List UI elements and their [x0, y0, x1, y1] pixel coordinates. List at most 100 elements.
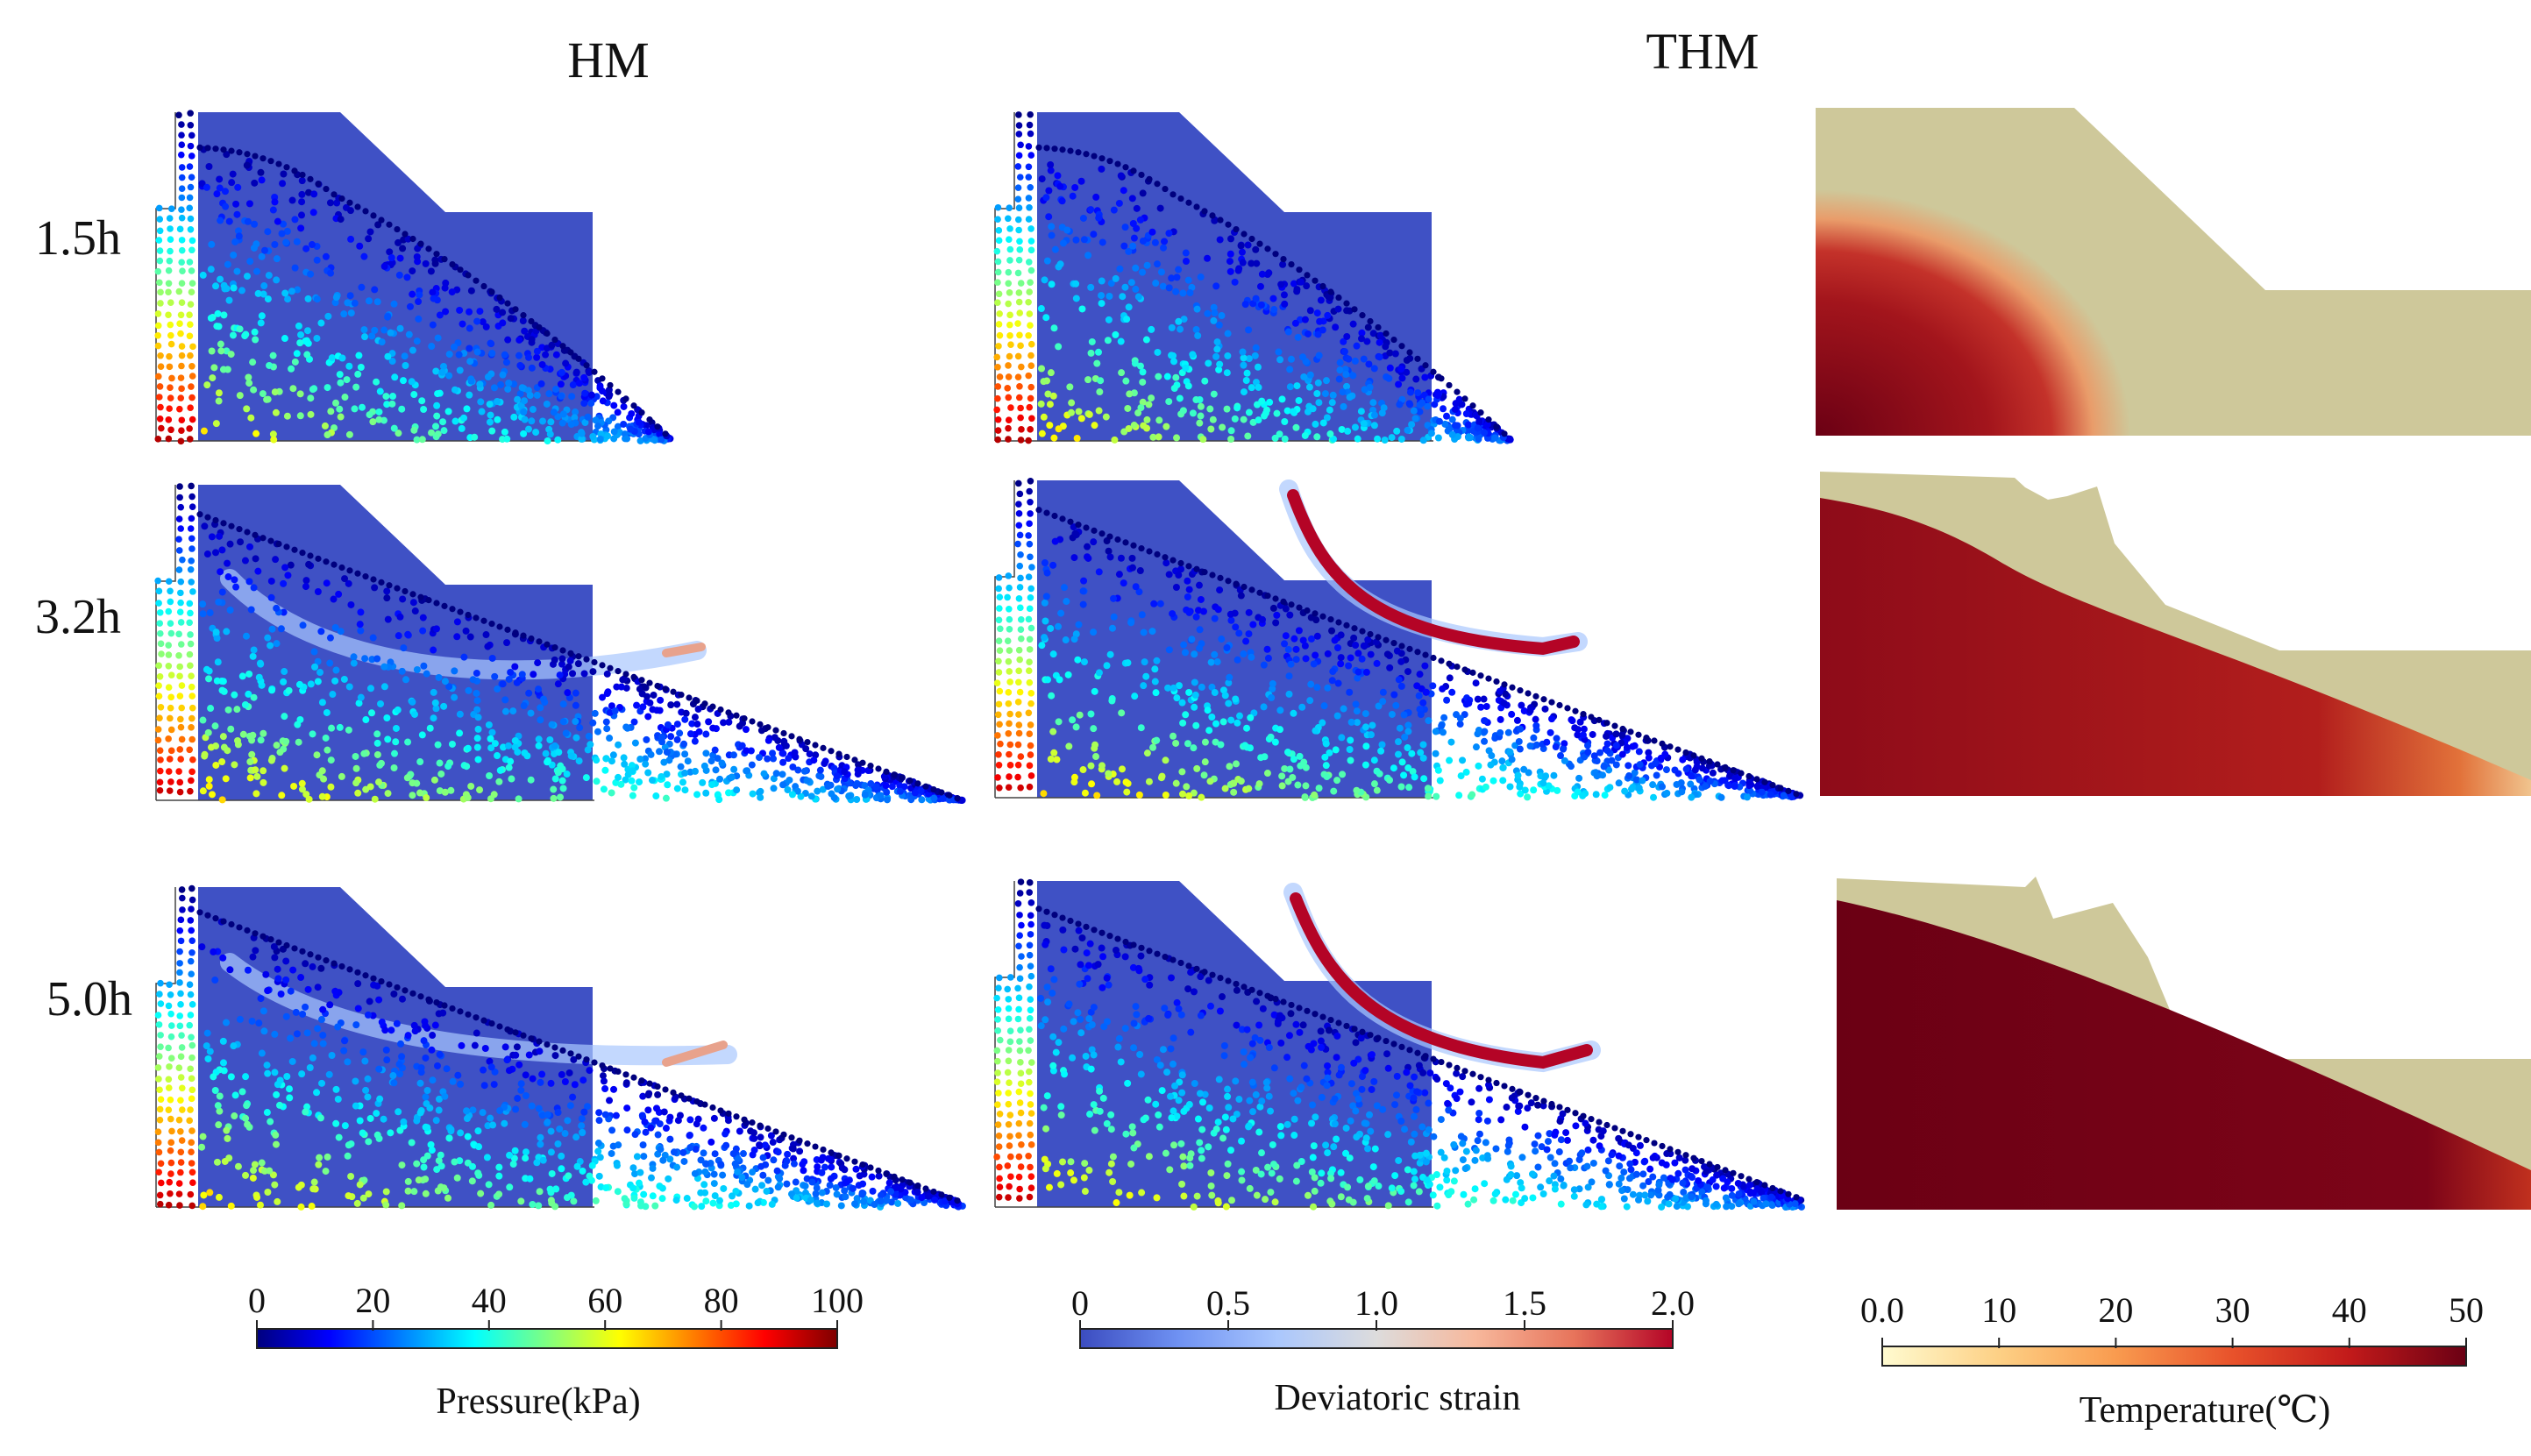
- water-particle: [1025, 216, 1033, 223]
- water-particle: [445, 372, 453, 380]
- water-particle: [188, 558, 195, 565]
- water-particle: [1026, 310, 1034, 317]
- water-front-particle: [283, 543, 290, 550]
- water-particle: [1284, 645, 1292, 653]
- water-particle: [1207, 658, 1215, 666]
- water-particle: [484, 643, 492, 650]
- water-front-particle: [859, 1161, 866, 1168]
- water-particle: [1067, 408, 1075, 416]
- water-front-particle: [804, 1140, 811, 1147]
- water-particle: [1198, 793, 1205, 801]
- water-particle: [332, 294, 340, 302]
- water-particle: [1691, 766, 1699, 774]
- water-particle: [1462, 768, 1470, 776]
- water-particle: [207, 705, 215, 713]
- water-particle: [552, 1185, 560, 1193]
- water-particle: [215, 397, 223, 405]
- water-particle: [1370, 780, 1378, 788]
- water-particle: [633, 701, 641, 709]
- water-particle: [1320, 702, 1328, 710]
- water-front-particle: [212, 516, 219, 524]
- water-particle: [177, 1159, 185, 1166]
- water-particle: [293, 238, 301, 245]
- water-front-particle: [551, 336, 558, 344]
- water-particle: [280, 608, 288, 616]
- water-particle: [1007, 404, 1014, 411]
- water-particle: [584, 746, 592, 754]
- water-particle: [314, 1025, 322, 1033]
- water-particle: [1208, 713, 1216, 721]
- water-front-particle: [1343, 621, 1350, 629]
- water-particle: [764, 755, 771, 763]
- water-particle: [357, 693, 365, 701]
- water-front-particle: [504, 626, 511, 633]
- water-particle: [1612, 742, 1620, 749]
- water-particle: [263, 1109, 271, 1117]
- water-front-particle: [1335, 294, 1342, 302]
- water-particle: [382, 1188, 390, 1196]
- water-particle: [167, 629, 175, 637]
- water-particle: [199, 787, 207, 795]
- water-particle: [154, 736, 162, 744]
- water-particle: [679, 778, 686, 786]
- water-particle: [719, 1171, 727, 1179]
- water-particle: [1381, 437, 1389, 444]
- water-particle: [636, 437, 644, 444]
- water-particle: [514, 395, 522, 403]
- water-particle: [574, 660, 582, 668]
- water-particle: [610, 401, 618, 409]
- water-particle: [356, 242, 364, 250]
- water-particle: [640, 1153, 648, 1161]
- water-particle: [471, 433, 479, 441]
- water-particle: [467, 287, 475, 295]
- water-particle: [1321, 753, 1329, 761]
- water-particle: [473, 317, 481, 325]
- water-particle: [1069, 192, 1077, 200]
- water-particle: [242, 632, 250, 640]
- water-particle: [271, 954, 279, 962]
- water-particle: [252, 947, 259, 955]
- water-particle: [1006, 668, 1013, 675]
- water-particle: [601, 1111, 609, 1119]
- water-particle: [1094, 348, 1102, 356]
- water-particle: [366, 685, 374, 692]
- water-particle: [599, 1072, 607, 1080]
- water-particle: [308, 241, 316, 249]
- water-particle: [157, 1043, 164, 1050]
- water-particle: [1545, 782, 1553, 790]
- water-particle: [1321, 390, 1329, 398]
- water-front-particle: [1051, 146, 1058, 153]
- water-particle: [1199, 436, 1207, 444]
- water-particle: [1162, 559, 1170, 567]
- water-particle: [375, 1065, 383, 1073]
- water-particle: [1300, 758, 1308, 766]
- water-particle: [154, 1064, 162, 1071]
- water-particle: [1240, 650, 1248, 658]
- water-front-particle: [307, 951, 314, 958]
- water-particle: [406, 302, 414, 310]
- water-particle: [350, 653, 358, 661]
- water-particle: [167, 587, 174, 595]
- water-front-particle: [1335, 619, 1342, 626]
- water-particle: [567, 421, 575, 429]
- water-front-particle: [591, 658, 598, 666]
- water-particle: [686, 730, 694, 738]
- water-particle: [166, 1063, 173, 1070]
- water-particle: [537, 380, 545, 387]
- water-front-particle: [835, 750, 842, 757]
- water-particle: [1151, 665, 1159, 673]
- water-particle: [188, 714, 196, 722]
- water-particle: [266, 1167, 274, 1175]
- water-particle: [436, 1050, 444, 1058]
- water-front-particle: [646, 679, 653, 686]
- water-particle: [538, 360, 546, 368]
- water-front-particle: [638, 1077, 645, 1084]
- water-front-particle: [465, 611, 472, 619]
- water-particle: [1603, 740, 1611, 748]
- water-front-particle: [346, 567, 353, 574]
- water-particle: [681, 769, 689, 777]
- water-particle: [1657, 754, 1665, 762]
- water-particle: [1204, 309, 1212, 317]
- water-particle: [1324, 684, 1332, 692]
- water-particle: [353, 1199, 361, 1207]
